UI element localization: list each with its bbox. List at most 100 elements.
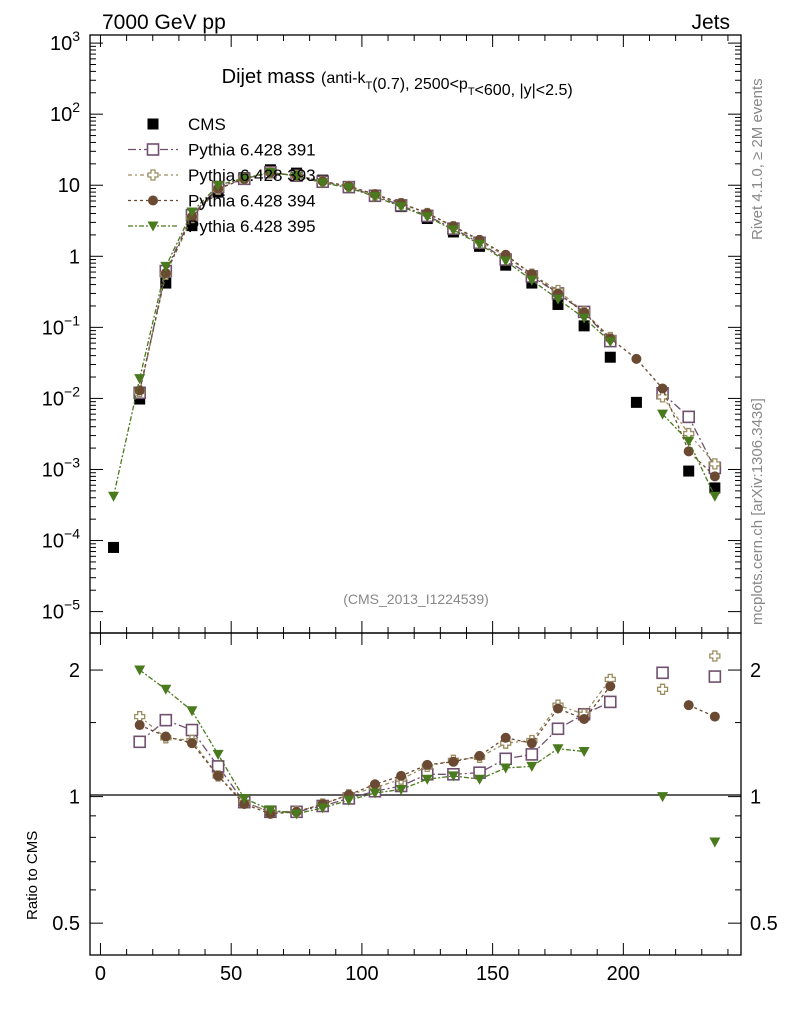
pythia-6-428-394-ratio-point	[448, 756, 459, 767]
pythia-6-428-395-ratio-point	[317, 803, 329, 814]
energy-label: 7000 GeV pp	[102, 11, 226, 34]
chart-title-sub: (anti-kT(0.7), 2500<pT<600, |y|<2.5)	[321, 70, 573, 99]
pythia-6-428-395-ratio-point	[291, 809, 303, 820]
pythia-6-428-391-ratio-point	[656, 666, 669, 680]
y-tick-label: 102	[50, 99, 80, 126]
pythia-6-428-391-ratio-point	[525, 748, 539, 761]
category-label: Jets	[691, 11, 730, 34]
pythia-6-428-391-ratio-point	[133, 735, 146, 749]
data-marks	[108, 164, 722, 848]
pythia-6-428-394-ratio-point	[552, 703, 563, 714]
pythia-6-428-394-ratio-point	[526, 738, 537, 749]
pythia-6-428-395-point	[709, 491, 721, 502]
pythia-6-428-395-ratio-point	[500, 763, 512, 774]
pythia-6-428-395-ratio-point	[160, 684, 172, 695]
pythia-6-428-395-ratio-point	[709, 837, 721, 848]
pythia-6-428-391-ratio-point	[551, 722, 565, 736]
y-tick-label: 10−4	[42, 526, 80, 553]
pythia-6-428-395-point	[447, 225, 459, 236]
legend-marker	[148, 195, 158, 206]
pythia-6-428-395-point	[578, 313, 590, 324]
pythia-6-428-395-ratio-point	[578, 747, 590, 758]
pythia-6-428-395-ratio-point	[264, 805, 276, 816]
ratio-y-tick-label: 0.5	[52, 913, 80, 935]
cms-point	[186, 220, 198, 232]
legend-marker	[146, 143, 160, 156]
pythia-6-428-395-ratio-point	[212, 749, 224, 760]
pythia-6-428-395-point	[186, 207, 198, 218]
pythia-6-428-394-ratio-point	[186, 738, 197, 749]
pythia-6-428-394-ratio-point	[579, 713, 590, 724]
pythia-6-428-395-point	[108, 491, 120, 502]
pythia-6-428-395-point	[500, 256, 512, 267]
pythia-6-428-395-point	[421, 212, 433, 223]
pythia-6-428-395-ratio-point	[447, 771, 459, 782]
pythia-6-428-394-ratio-point	[369, 779, 380, 790]
pythia-6-428-395-ratio-point	[134, 665, 146, 676]
legend: CMS Pythia 6.428 391 Pythia 6.428 393 Pythi…	[128, 115, 316, 236]
pythia-6-428-394-point	[657, 383, 668, 394]
pythia-6-428-394-ratio-point	[709, 711, 720, 722]
ratio-y-tick-label-right: 2	[750, 660, 761, 682]
pythia-6-428-395-ratio-point	[238, 793, 250, 804]
pythia-6-428-395-ratio-point	[526, 761, 538, 772]
cms-point	[630, 396, 642, 408]
pythia-6-428-394-ratio-point	[239, 799, 250, 810]
pythia-6-428-394-ratio-line	[688, 704, 716, 718]
ratio-y-tick-label-right: 0.5	[750, 913, 778, 935]
cms-point	[578, 320, 590, 332]
pythia-6-428-394-ratio-point	[500, 732, 511, 743]
x-tick-label: 150	[476, 963, 509, 985]
pythia-6-428-395-point	[317, 178, 329, 189]
pythia-6-428-395-point	[552, 294, 564, 305]
pythia-6-428-395-point	[264, 168, 276, 179]
y-tick-label: 10−1	[42, 312, 80, 339]
chart-title-main: Dijet mass	[222, 66, 315, 88]
legend-label: Pythia 6.428 395	[188, 217, 316, 236]
pythia-6-428-395-ratio-point	[421, 774, 433, 785]
y-tick-label: 103	[50, 28, 80, 55]
pythia-6-428-395-point	[474, 239, 486, 250]
x-tick-label: 0	[95, 963, 106, 985]
pythia-6-428-394-ratio-point	[474, 750, 485, 761]
pythia-6-428-394-ratio-point	[134, 720, 145, 731]
pythia-6-428-394-point	[683, 446, 694, 457]
pythia-6-428-394-ratio-point	[422, 759, 433, 770]
x-tick-label: 50	[220, 963, 242, 985]
pythia-6-428-395-point	[657, 409, 669, 420]
pythia-6-428-394-point	[709, 471, 720, 482]
pythia-6-428-395-ratio-point	[186, 706, 198, 717]
pythia-6-428-395-point	[291, 171, 303, 182]
x-tick-label: 200	[607, 963, 640, 985]
y-tick-label: 10−3	[42, 454, 80, 481]
ratio-axis-label: Ratio to CMS	[24, 831, 41, 920]
pythia-6-428-395-point	[683, 436, 695, 447]
pythia-6-428-394-point	[631, 353, 642, 364]
y-tick-label: 10−5	[42, 597, 80, 624]
pythia-6-428-394-point	[160, 268, 171, 279]
pythia-6-428-391-ratio-point	[603, 695, 617, 709]
pythia-6-428-395-ratio-point	[657, 792, 669, 803]
side-label-mcplots: mcplots.cern.ch [arXiv:1306.3436]	[749, 398, 766, 625]
pythia-6-428-391-point	[682, 410, 696, 424]
ratio-y-tick-label: 1	[69, 787, 80, 809]
axes: 0 50 100 150 20010−510−410−310−210−111010210…	[42, 28, 778, 985]
pythia-6-428-395-point	[160, 261, 172, 272]
legend-marker	[147, 169, 159, 181]
y-tick-label: 1	[69, 246, 80, 268]
x-tick-label: 100	[345, 963, 378, 985]
y-tick-label: 10	[58, 175, 80, 197]
pythia-6-428-395-ratio-point	[369, 788, 381, 799]
pythia-6-428-393-ratio-point	[656, 683, 669, 695]
pythia-6-428-395-ratio-point	[474, 774, 486, 785]
pythia-6-428-395-point	[343, 183, 355, 194]
ratio-y-tick-label-right: 1	[750, 787, 761, 809]
pythia-6-428-394-ratio-point	[396, 770, 407, 781]
pythia-6-428-393-point	[709, 458, 721, 470]
pythia-6-428-391-ratio-point	[499, 752, 512, 766]
legend-label: Pythia 6.428 391	[188, 141, 316, 160]
cms-point	[709, 482, 721, 494]
pythia-6-428-394-ratio-point	[213, 770, 224, 781]
pythia-6-428-395-point	[134, 374, 146, 385]
